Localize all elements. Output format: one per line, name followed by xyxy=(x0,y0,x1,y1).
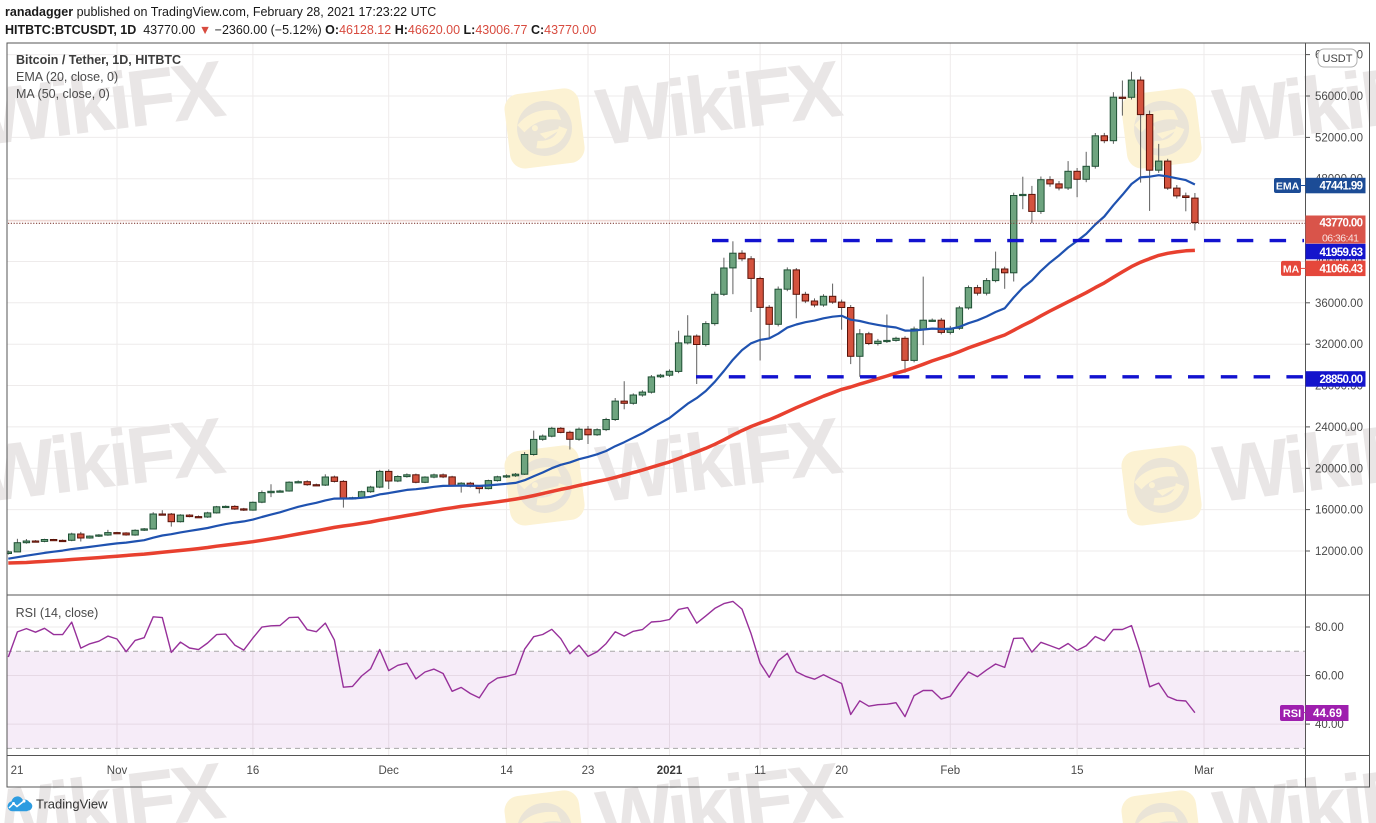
svg-text:21: 21 xyxy=(11,765,24,777)
svg-text:Bitcoin / Tether, 1D, HITBTC: Bitcoin / Tether, 1D, HITBTC xyxy=(16,53,181,67)
svg-text:11: 11 xyxy=(754,765,766,777)
svg-text:EMA: EMA xyxy=(1276,181,1300,193)
svg-text:41959.63: 41959.63 xyxy=(1320,247,1364,259)
svg-text:16000.00: 16000.00 xyxy=(1315,505,1363,517)
svg-text:20: 20 xyxy=(835,765,848,777)
svg-text:RSI: RSI xyxy=(1283,708,1301,720)
svg-text:RSI (14, close): RSI (14, close) xyxy=(16,606,99,620)
svg-text:15: 15 xyxy=(1071,765,1084,777)
svg-text:23: 23 xyxy=(582,765,595,777)
svg-text:Nov: Nov xyxy=(107,765,128,777)
svg-text:44.69: 44.69 xyxy=(1313,708,1342,720)
svg-text:20000.00: 20000.00 xyxy=(1315,463,1363,475)
svg-text:14: 14 xyxy=(500,765,513,777)
svg-text:2021: 2021 xyxy=(657,765,683,777)
svg-text:41066.43: 41066.43 xyxy=(1320,264,1364,276)
svg-text:80.00: 80.00 xyxy=(1315,622,1344,634)
svg-text:43770.00: 43770.00 xyxy=(1320,218,1364,230)
svg-text:24000.00: 24000.00 xyxy=(1315,422,1363,434)
svg-text:47441.99: 47441.99 xyxy=(1320,181,1364,193)
svg-text:Mar: Mar xyxy=(1194,765,1214,777)
svg-text:Feb: Feb xyxy=(940,765,960,777)
svg-text:16: 16 xyxy=(247,765,260,777)
svg-text:60.00: 60.00 xyxy=(1315,671,1344,683)
svg-text:TradingView: TradingView xyxy=(36,797,108,812)
svg-text:06:36:41: 06:36:41 xyxy=(1322,232,1359,244)
svg-text:MA: MA xyxy=(1283,263,1300,275)
svg-text:28850.00: 28850.00 xyxy=(1320,374,1364,386)
svg-text:56000.00: 56000.00 xyxy=(1315,91,1363,103)
svg-text:Dec: Dec xyxy=(378,765,399,777)
svg-text:USDT: USDT xyxy=(1323,53,1353,65)
svg-text:40.00: 40.00 xyxy=(1315,719,1344,731)
svg-text:EMA (20, close, 0): EMA (20, close, 0) xyxy=(16,70,118,84)
svg-text:52000.00: 52000.00 xyxy=(1315,132,1363,144)
svg-text:36000.00: 36000.00 xyxy=(1315,298,1363,310)
svg-text:12000.00: 12000.00 xyxy=(1315,546,1363,558)
svg-text:32000.00: 32000.00 xyxy=(1315,339,1363,351)
svg-text:MA (50, close, 0): MA (50, close, 0) xyxy=(16,87,110,101)
